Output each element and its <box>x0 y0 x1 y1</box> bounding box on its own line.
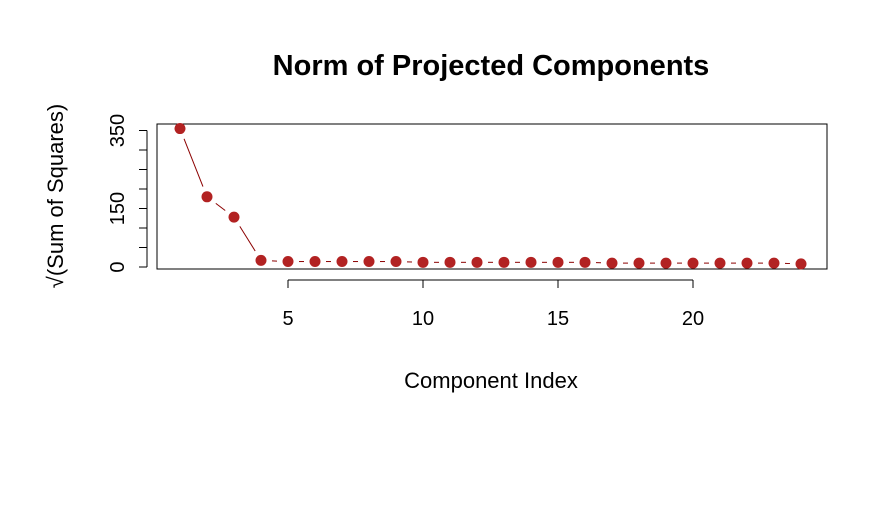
x-axis: 5 10 15 20 <box>282 279 704 330</box>
data-point <box>201 191 213 203</box>
x-tick-label: 15 <box>547 308 569 330</box>
data-point <box>174 123 186 135</box>
y-tick-label: 0 <box>107 261 129 272</box>
x-tick-label: 10 <box>412 308 434 330</box>
data-point <box>363 256 375 268</box>
series-segment <box>239 226 256 252</box>
series-lines <box>183 138 791 265</box>
x-tick-label: 5 <box>282 308 293 330</box>
x-tick-label: 20 <box>682 308 704 330</box>
data-point <box>687 257 699 269</box>
data-point <box>552 256 564 268</box>
y-axis: 0 150 350 <box>107 114 148 273</box>
data-point <box>660 257 672 269</box>
data-point <box>633 257 645 269</box>
data-point <box>714 257 726 269</box>
data-point <box>606 257 618 269</box>
data-point <box>768 257 780 269</box>
y-tick-label: 350 <box>107 114 129 147</box>
data-point <box>498 256 510 268</box>
data-point <box>741 257 753 269</box>
data-point <box>795 258 807 270</box>
data-point <box>444 256 456 268</box>
series-segment <box>215 203 226 211</box>
data-point <box>390 256 402 268</box>
data-point <box>579 256 591 268</box>
x-axis-label: Component Index <box>404 368 578 393</box>
y-axis-label: √(Sum of Squares) <box>43 104 68 288</box>
data-point <box>228 211 240 223</box>
data-point <box>525 256 537 268</box>
data-point <box>255 254 267 266</box>
series-points <box>174 123 807 270</box>
data-point <box>309 256 321 268</box>
data-point <box>417 256 429 268</box>
data-point <box>336 256 348 268</box>
chart-title: Norm of Projected Components <box>273 50 710 82</box>
plot-box <box>156 123 828 270</box>
y-tick-label: 150 <box>107 192 129 225</box>
data-point <box>471 256 483 268</box>
series-segment <box>183 138 204 187</box>
data-point <box>282 256 294 268</box>
